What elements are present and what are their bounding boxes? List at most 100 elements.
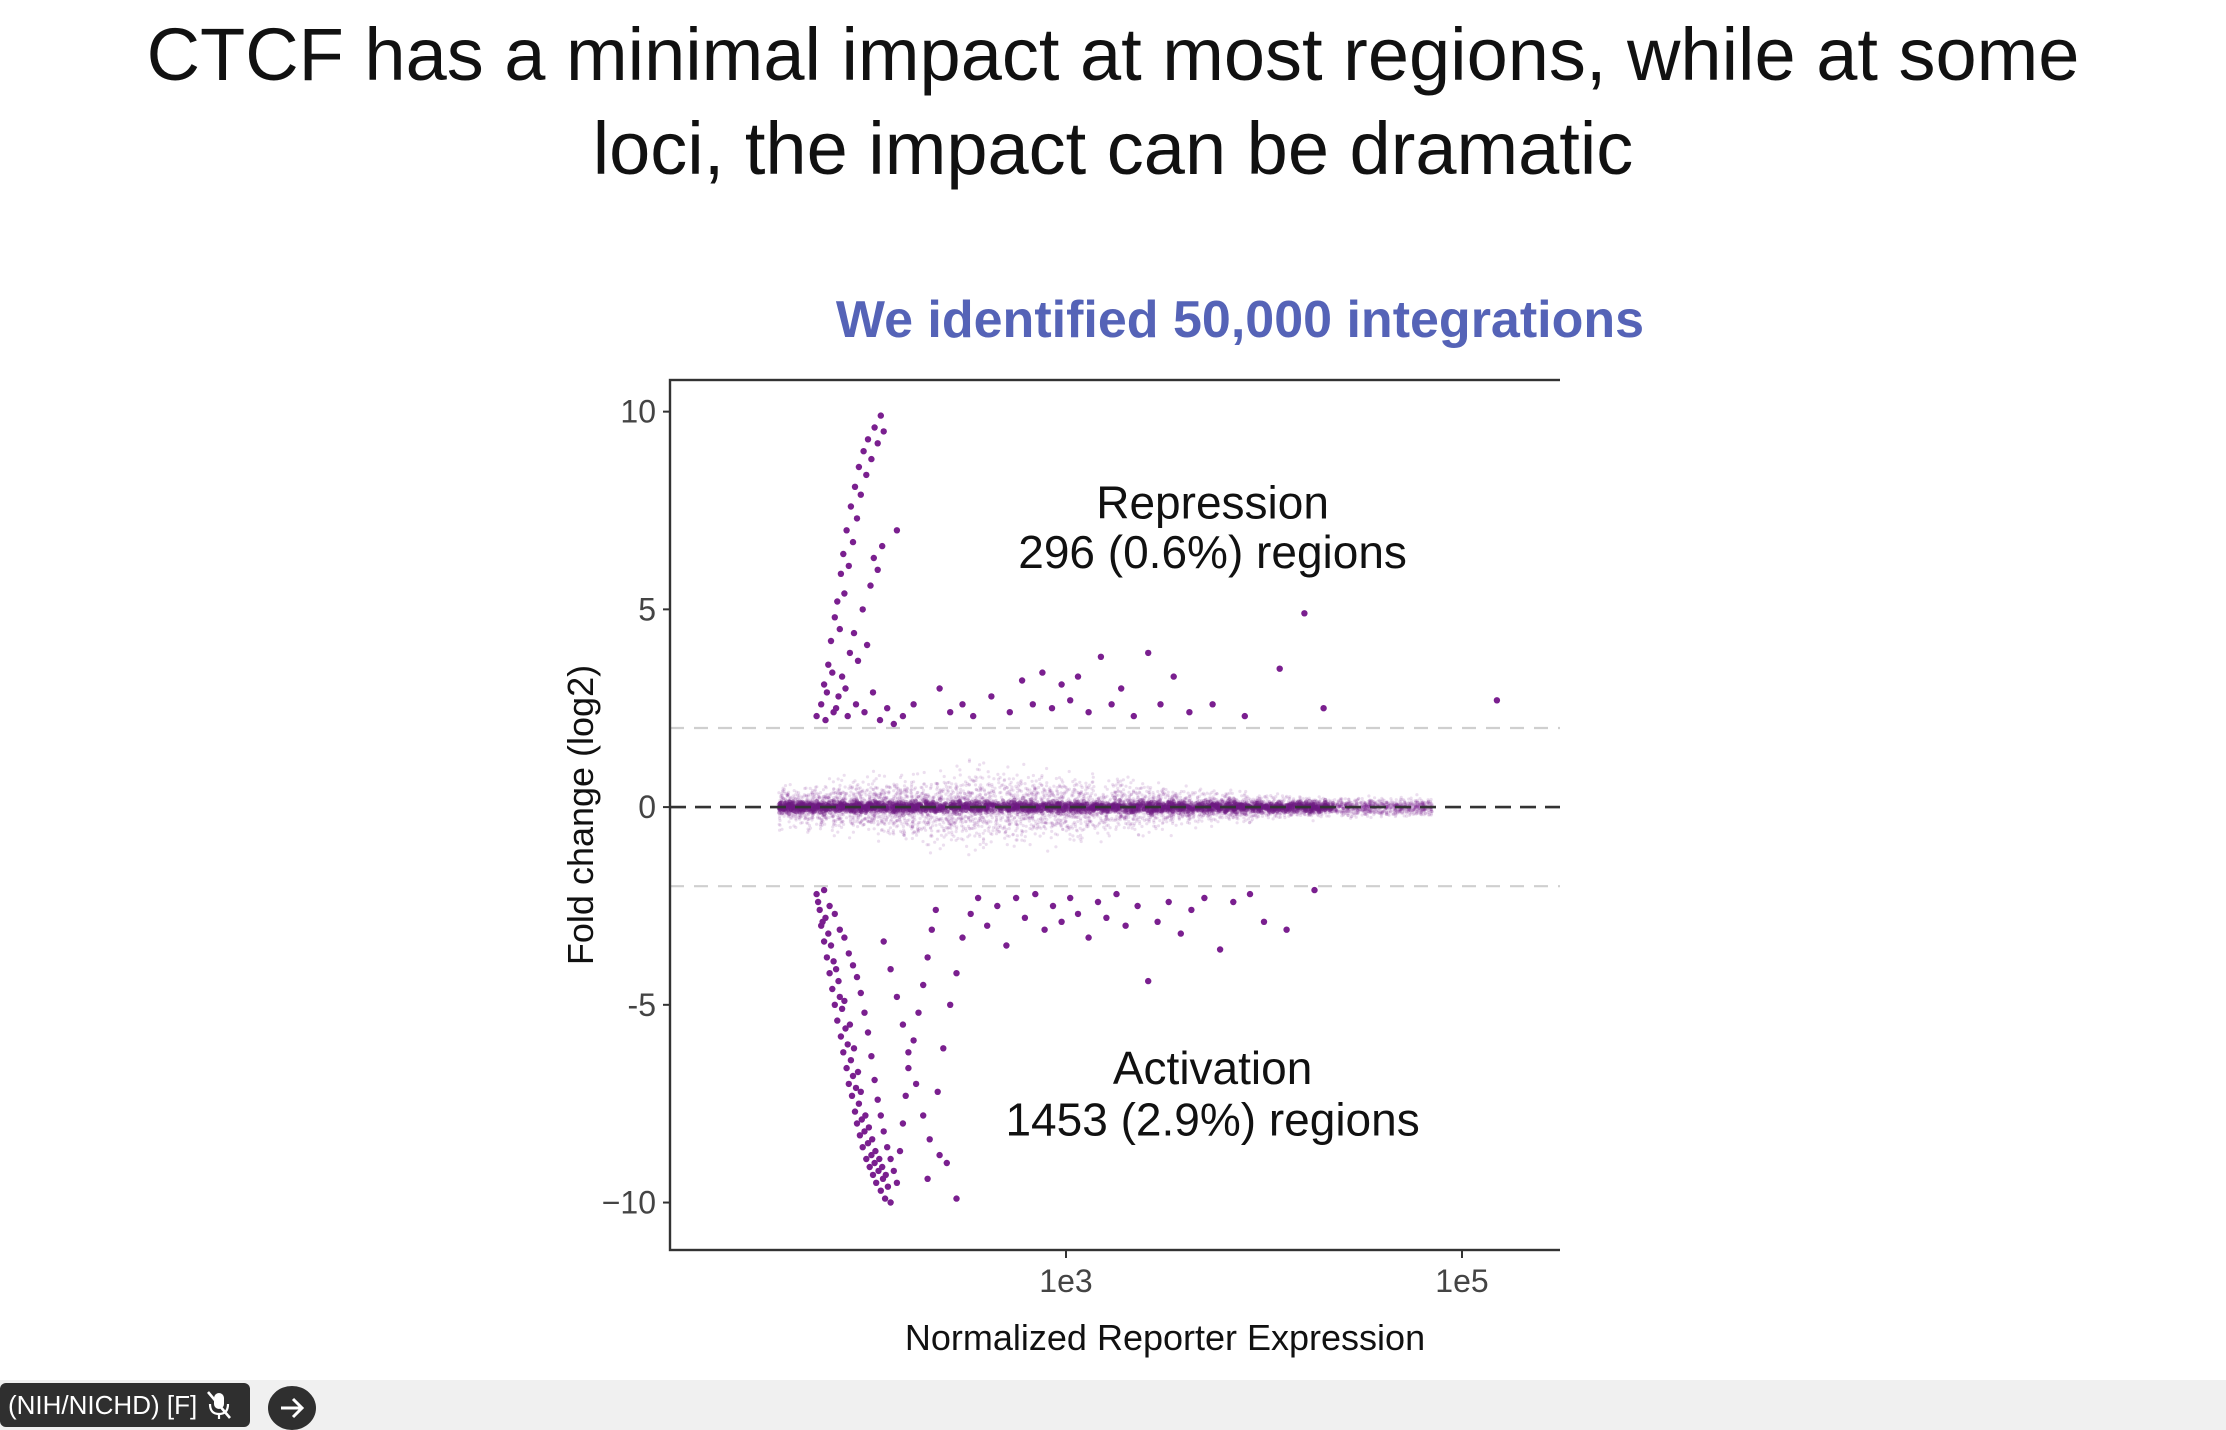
cloud-point — [1231, 815, 1235, 820]
cloud-point — [839, 791, 843, 796]
cloud-point — [1091, 789, 1095, 793]
cloud-point — [1152, 796, 1156, 800]
cloud-point — [921, 788, 926, 792]
cloud-point — [1072, 784, 1076, 788]
cloud-point — [958, 768, 962, 772]
cloud-point — [939, 769, 943, 773]
cloud-point — [1015, 773, 1019, 777]
cloud-point — [944, 785, 948, 789]
cloud-point — [959, 784, 963, 788]
cloud-point — [806, 821, 810, 825]
cloud-point — [1343, 797, 1347, 801]
cloud-point — [1248, 811, 1253, 815]
cloud-point — [871, 769, 876, 773]
data-cloud — [776, 758, 1434, 857]
cloud-point — [1030, 779, 1034, 783]
cloud-point — [1121, 793, 1125, 798]
cloud-point — [796, 808, 800, 812]
cloud-point — [836, 830, 840, 834]
cloud-point — [941, 843, 946, 847]
cloud-point — [780, 811, 784, 815]
cloud-point — [1045, 821, 1049, 825]
cloud-point — [1034, 779, 1038, 783]
cloud-point — [1007, 777, 1011, 781]
cloud-point — [1369, 815, 1373, 820]
cloud-point — [1363, 801, 1367, 805]
cloud-point — [818, 791, 823, 795]
cloud-point — [932, 795, 936, 799]
cloud-point — [1089, 803, 1093, 807]
cloud-point — [1217, 804, 1221, 808]
cloud-point — [827, 777, 832, 781]
cloud-point — [918, 816, 922, 820]
cloud-point — [1350, 814, 1354, 819]
cloud-point — [788, 783, 792, 787]
cloud-point — [911, 831, 915, 835]
cloud-point — [981, 831, 985, 835]
cloud-point — [867, 806, 871, 810]
cloud-point — [787, 820, 791, 824]
cloud-point — [1147, 830, 1151, 834]
cloud-point — [1317, 795, 1321, 799]
cloud-point — [1119, 790, 1123, 794]
cloud-point — [1274, 813, 1278, 817]
cloud-point — [826, 793, 830, 797]
cloud-point — [1179, 789, 1183, 794]
cloud-point — [876, 823, 880, 827]
cloud-point — [935, 785, 940, 789]
cloud-point — [968, 827, 972, 831]
cloud-point — [1161, 818, 1165, 822]
cloud-point — [1249, 819, 1253, 823]
cloud-point — [945, 797, 949, 801]
cloud-point — [1111, 803, 1115, 807]
cloud-point — [782, 790, 786, 794]
cloud-point — [978, 763, 982, 767]
cloud-point — [1114, 827, 1118, 831]
cloud-point — [1115, 814, 1119, 818]
cloud-point — [927, 819, 931, 823]
cloud-point — [1024, 792, 1028, 796]
cloud-point — [1116, 793, 1120, 797]
cloud-point — [1065, 810, 1069, 814]
cloud-point — [892, 789, 896, 793]
cloud-point — [877, 795, 881, 799]
cloud-point — [1140, 817, 1145, 821]
cloud-point — [954, 830, 958, 834]
cloud-point — [950, 833, 954, 837]
cloud-point — [906, 823, 910, 827]
cloud-point — [811, 797, 815, 801]
cloud-point — [1392, 805, 1396, 809]
cloud-point — [1072, 838, 1076, 842]
cloud-point — [840, 778, 844, 782]
cloud-point — [1003, 778, 1007, 782]
cloud-point — [1242, 820, 1246, 824]
slide-title: CTCF has a minimal impact at most region… — [0, 0, 2226, 196]
cloud-point — [1227, 798, 1231, 802]
cloud-point — [949, 838, 953, 842]
cloud-point — [806, 830, 810, 834]
cloud-point — [837, 824, 841, 828]
cloud-point — [1009, 780, 1013, 784]
cloud-point — [1021, 824, 1025, 828]
cloud-point — [989, 840, 993, 844]
cloud-point — [935, 787, 939, 791]
cloud-point — [799, 821, 803, 825]
cloud-point — [1015, 802, 1019, 806]
cloud-point — [1260, 814, 1265, 818]
cloud-point — [1067, 827, 1071, 831]
cloud-point — [1166, 790, 1170, 794]
cloud-point — [1122, 809, 1126, 813]
cloud-point — [1147, 808, 1151, 812]
cloud-point — [1079, 821, 1083, 826]
cloud-point — [1040, 783, 1044, 787]
cloud-point — [903, 831, 907, 835]
cloud-point — [1007, 834, 1011, 838]
cloud-point — [1071, 834, 1075, 838]
cloud-point — [903, 780, 907, 784]
cloud-point — [1078, 780, 1082, 784]
cloud-point — [842, 773, 846, 777]
cloud-point — [1045, 781, 1049, 785]
cloud-point — [1059, 823, 1063, 827]
cloud-point — [1402, 814, 1406, 818]
cloud-point — [1356, 810, 1360, 814]
